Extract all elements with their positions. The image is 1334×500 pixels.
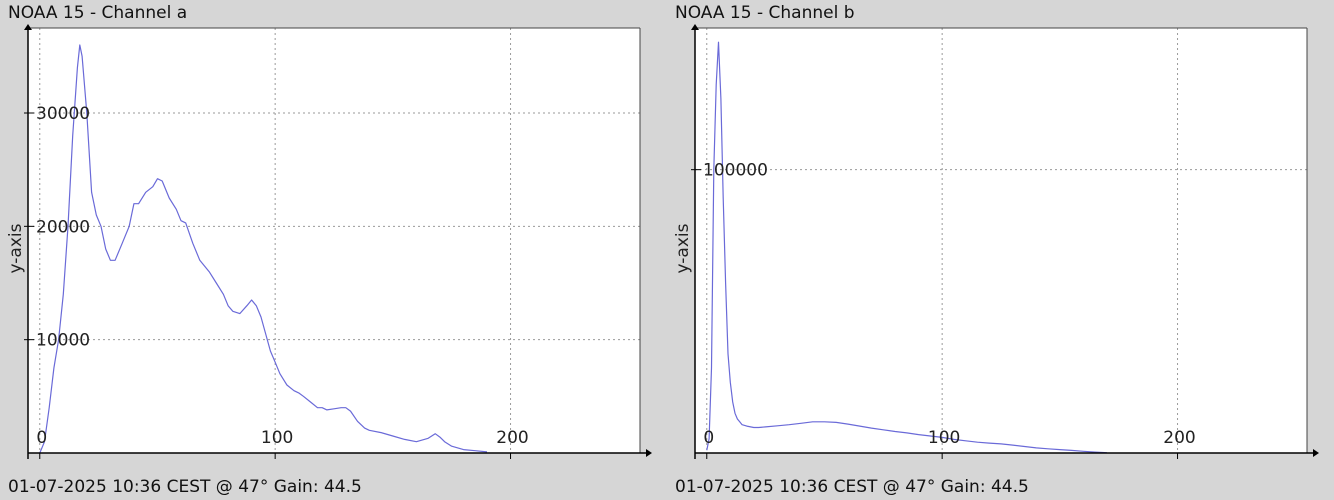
x-tick-label: 0 xyxy=(703,428,714,448)
y-axis-arrow xyxy=(24,24,32,30)
y-axis-arrow xyxy=(691,24,699,30)
plot-area xyxy=(695,28,1307,453)
chart-panel-channel-a: NOAA 15 - Channel a 0 100 200 10000 20000 300… xyxy=(6,3,652,497)
y-axis-label: y-axis xyxy=(673,223,693,273)
x-tick-label: 200 xyxy=(1163,428,1195,448)
x-tick-label: 100 xyxy=(928,428,960,448)
y-tick-label: 10000 xyxy=(36,331,90,351)
x-axis-arrow xyxy=(1313,449,1319,457)
x-tick-label: 100 xyxy=(261,428,293,448)
capture-info-footer: 01-07-2025 10:36 CEST @ 47° Gain: 44.5 xyxy=(8,477,362,497)
chart-a: 0 100 200 10000 20000 30000 y-axis xyxy=(6,24,652,459)
y-axis-label: y-axis xyxy=(6,223,26,273)
capture-info-footer: 01-07-2025 10:36 CEST @ 47° Gain: 44.5 xyxy=(675,477,1029,497)
y-tick-label: 30000 xyxy=(36,104,90,124)
chart-b: 0 100 200 100000 y-axis xyxy=(673,24,1319,459)
chart-title: NOAA 15 - Channel a xyxy=(8,3,188,23)
series-line-0 xyxy=(706,41,1107,454)
x-tick-label: 0 xyxy=(36,428,47,448)
y-tick-label: 100000 xyxy=(703,161,768,181)
plot-area xyxy=(28,28,640,453)
chart-panel-channel-b: NOAA 15 - Channel b 0 100 200 100000 y-axis … xyxy=(667,0,1334,500)
chart-title: NOAA 15 - Channel b xyxy=(675,3,855,23)
x-axis-arrow xyxy=(646,449,652,457)
series-line-0 xyxy=(39,44,488,454)
x-tick-label: 200 xyxy=(496,428,528,448)
y-tick-label: 20000 xyxy=(36,217,90,237)
